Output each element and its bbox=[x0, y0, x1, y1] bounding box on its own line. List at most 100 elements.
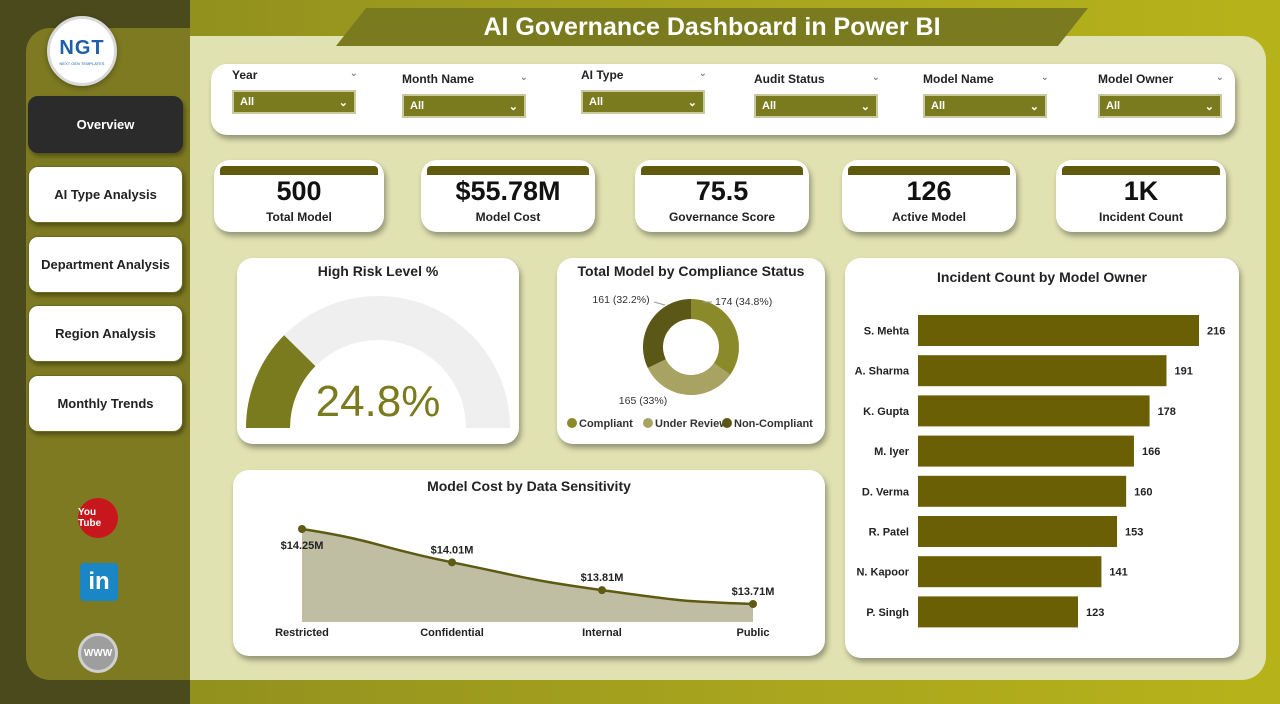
bar-k-gupta[interactable] bbox=[918, 395, 1150, 427]
kpi-value: 1K bbox=[1123, 176, 1159, 206]
kpi-header-bar bbox=[220, 166, 378, 175]
donut-chart: 174 (34.8%) 165 (33%) 161 (32.2%) Compliant… bbox=[567, 294, 813, 430]
kpi-value: $55.78M bbox=[455, 176, 561, 206]
gauge-title: High Risk Level % bbox=[317, 263, 439, 279]
kpi-incident-count: 1K Incident Count bbox=[1056, 160, 1226, 232]
donut-data-label: 161 (32.2%) bbox=[592, 294, 649, 306]
slicer-audit-dropdown[interactable]: All ⌄ bbox=[754, 94, 878, 118]
slicer-year: Year ⌄ All ⌄ bbox=[232, 68, 362, 114]
area-chart: $14.25M Restricted $14.01M Confidential $13.… bbox=[275, 525, 774, 639]
slicer-model-name-label: Model Name bbox=[923, 72, 994, 86]
chevron-down-icon: ⌄ bbox=[860, 100, 870, 113]
slicer-model-name-dropdown[interactable]: All ⌄ bbox=[923, 94, 1047, 118]
chevron-down-icon[interactable]: ⌄ bbox=[871, 72, 880, 83]
area-chart-title: Model Cost by Data Sensitivity bbox=[427, 478, 631, 494]
slicer-model-name-value: All bbox=[931, 100, 946, 112]
kpi-value: 500 bbox=[276, 176, 322, 206]
nav-region-analysis[interactable]: Region Analysis bbox=[28, 305, 183, 362]
bar-value-label: 123 bbox=[1086, 607, 1104, 619]
kpi-governance-score: 75.5 Governance Score bbox=[635, 160, 809, 232]
area-fill bbox=[302, 529, 753, 622]
bar-category-label: R. Patel bbox=[869, 527, 909, 539]
bar-s-mehta[interactable] bbox=[918, 315, 1199, 346]
area-point[interactable] bbox=[749, 600, 757, 608]
youtube-icon[interactable]: You Tube bbox=[78, 498, 118, 538]
kpi-value: 75.5 bbox=[695, 176, 749, 206]
area-point[interactable] bbox=[298, 525, 306, 533]
linkedin-icon[interactable]: in bbox=[80, 563, 118, 601]
area-category-label: Internal bbox=[582, 627, 622, 639]
nav-overview[interactable]: Overview bbox=[28, 96, 183, 153]
title-banner bbox=[336, 8, 1088, 46]
area-category-label: Public bbox=[736, 627, 769, 639]
bar-n-kapoor[interactable] bbox=[918, 556, 1102, 588]
gauge-value-label: 24.8% bbox=[316, 377, 441, 426]
area-line bbox=[301, 527, 754, 606]
kpi-header-bar bbox=[641, 166, 803, 175]
linkedin-label: in bbox=[88, 568, 110, 595]
logo-text: NGT bbox=[59, 36, 105, 59]
youtube-label: You Tube bbox=[78, 507, 102, 529]
slicer-model-owner-dropdown[interactable]: All ⌄ bbox=[1098, 94, 1222, 118]
kpi-caption: Active Model bbox=[891, 210, 966, 224]
nav-department-analysis[interactable]: Department Analysis bbox=[28, 236, 183, 293]
slicer-month-value: All bbox=[410, 100, 425, 112]
legend-marker bbox=[722, 418, 732, 428]
chevron-down-icon: ⌄ bbox=[338, 96, 348, 109]
donut-card: Total Model by Compliance Status 174 (34… bbox=[557, 258, 825, 444]
kpi-caption: Incident Count bbox=[1099, 210, 1183, 224]
donut-slice-compliant[interactable] bbox=[691, 299, 739, 375]
chevron-down-icon[interactable]: ⌄ bbox=[519, 72, 528, 83]
slicer-ai-type-value: All bbox=[589, 96, 604, 108]
gauge-background-arc bbox=[246, 296, 510, 428]
donut-slice-non-compliant[interactable] bbox=[643, 299, 691, 368]
donut-slice-under-review[interactable] bbox=[647, 359, 731, 395]
bar-p-singh[interactable] bbox=[918, 596, 1079, 628]
chevron-down-icon[interactable]: ⌄ bbox=[698, 68, 707, 79]
leader-line bbox=[653, 301, 666, 306]
slicer-year-dropdown[interactable]: All ⌄ bbox=[232, 90, 356, 114]
bar-category-label: N. Kapoor bbox=[856, 567, 909, 579]
bar-chart-title: Incident Count by Model Owner bbox=[937, 269, 1147, 285]
gauge-value-arc bbox=[246, 335, 316, 428]
chevron-down-icon[interactable]: ⌄ bbox=[1040, 72, 1049, 83]
chevron-down-icon: ⌄ bbox=[508, 100, 518, 113]
area-data-label: $14.01M bbox=[431, 544, 474, 556]
legend-marker bbox=[643, 418, 653, 428]
slicer-model-name: Model Name ⌄ All ⌄ bbox=[923, 72, 1053, 118]
bar-r-patel[interactable] bbox=[918, 516, 1118, 547]
nav-ai-type-analysis[interactable]: AI Type Analysis bbox=[28, 166, 183, 223]
logo-subtext: NEXT GEN TEMPLATES bbox=[59, 60, 105, 66]
area-data-label: $13.81M bbox=[581, 572, 624, 584]
legend-label: Compliant bbox=[579, 418, 633, 430]
kpi-header-bar bbox=[427, 166, 589, 175]
bar-category-label: P. Singh bbox=[866, 607, 909, 619]
bar-category-label: S. Mehta bbox=[864, 326, 910, 338]
chevron-down-icon[interactable]: ⌄ bbox=[1215, 72, 1224, 83]
bar-value-label: 178 bbox=[1158, 406, 1176, 418]
kpi-caption: Total Model bbox=[266, 210, 332, 224]
area-point[interactable] bbox=[598, 586, 606, 595]
kpi-caption: Governance Score bbox=[668, 210, 776, 224]
chevron-down-icon: ⌄ bbox=[1029, 100, 1039, 113]
slicer-audit-value: All bbox=[762, 100, 777, 112]
area-point[interactable] bbox=[448, 558, 456, 567]
chevron-down-icon[interactable]: ⌄ bbox=[349, 68, 358, 79]
bar-category-label: K. Gupta bbox=[863, 406, 910, 418]
slicer-month-dropdown[interactable]: All ⌄ bbox=[402, 94, 526, 118]
globe-icon[interactable]: WWW bbox=[78, 633, 118, 673]
slicer-month-name: Month Name ⌄ All ⌄ bbox=[402, 72, 532, 118]
slicer-ai-type-dropdown[interactable]: All ⌄ bbox=[581, 90, 705, 114]
bar-chart-card: Incident Count by Model Owner S. Mehta 21… bbox=[845, 258, 1239, 658]
legend-label: Non-Compliant bbox=[734, 418, 813, 430]
bar-value-label: 216 bbox=[1207, 326, 1225, 338]
legend-label: Under Review bbox=[655, 418, 728, 430]
bar-value-label: 153 bbox=[1125, 527, 1143, 539]
bar-chart: S. Mehta 216 A. Sharma 191 K. Gupta 178 M. Iye… bbox=[855, 315, 1225, 628]
bar-d-verma[interactable] bbox=[918, 475, 1127, 507]
bar-m-iyer[interactable] bbox=[918, 435, 1134, 467]
chevron-down-icon: ⌄ bbox=[687, 96, 697, 109]
bar-a-sharma[interactable] bbox=[918, 355, 1167, 387]
kpi-header-bar bbox=[1062, 166, 1220, 175]
nav-monthly-trends[interactable]: Monthly Trends bbox=[28, 375, 183, 432]
